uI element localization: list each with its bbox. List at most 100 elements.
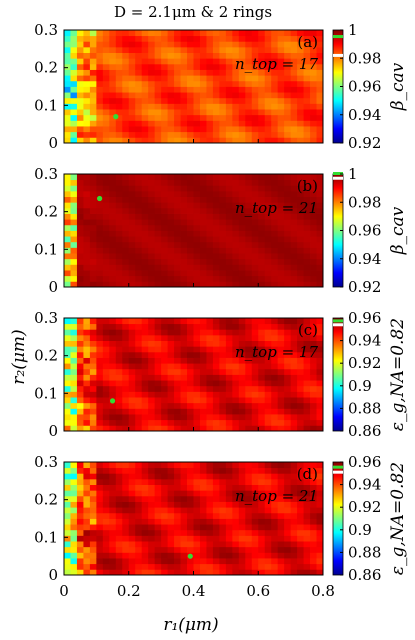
heatmap-cell — [89, 569, 97, 576]
heatmap-cell — [76, 323, 84, 330]
heatmap-cell — [128, 318, 136, 325]
heatmap-cell — [174, 174, 181, 181]
heatmap-cell — [64, 190, 71, 197]
heatmap-cell — [187, 247, 194, 254]
heatmap-cell — [232, 69, 240, 76]
heatmap-cell — [225, 75, 233, 82]
heatmap-cell — [212, 507, 220, 514]
heatmap-cell — [219, 224, 227, 231]
heatmap-cell — [83, 478, 91, 485]
heatmap-cell — [245, 501, 253, 508]
heatmap-cell — [180, 241, 188, 248]
heatmap-cell — [154, 126, 162, 133]
heatmap-cell — [167, 397, 175, 404]
heatmap-cell — [115, 563, 123, 570]
heatmap-cell — [271, 30, 279, 37]
heatmap-cell — [225, 374, 233, 381]
heatmap-cell — [232, 380, 240, 387]
heatmap-cell — [128, 241, 136, 248]
heatmap-cell — [154, 501, 162, 508]
heatmap-cell — [161, 236, 169, 243]
heatmap-cell — [199, 419, 207, 426]
heatmap-cell — [284, 318, 292, 325]
heatmap-cell — [122, 75, 130, 82]
heatmap-cell — [212, 52, 220, 59]
heatmap-cell — [154, 473, 162, 480]
heatmap-cell — [264, 507, 272, 514]
heatmap-cell — [277, 478, 285, 485]
heatmap-cell — [251, 524, 259, 531]
heatmap-cell — [271, 190, 279, 197]
heatmap-cell — [128, 541, 136, 548]
heatmap-cell — [180, 478, 188, 485]
heatmap-cell — [148, 109, 156, 116]
heatmap-cell — [297, 467, 304, 474]
heatmap-cell — [89, 202, 97, 209]
heatmap-cell — [284, 524, 292, 531]
heatmap-cell — [297, 368, 304, 375]
heatmap-cell — [212, 126, 220, 133]
heatmap-cell — [264, 374, 272, 381]
heatmap-cell — [290, 52, 298, 59]
heatmap-cell — [76, 247, 84, 254]
heatmap-cell — [154, 380, 162, 387]
heatmap-cell — [174, 357, 181, 364]
heatmap-cell — [83, 202, 91, 209]
heatmap-cell — [89, 473, 97, 480]
heatmap-cell — [148, 541, 156, 548]
heatmap-cell — [122, 179, 130, 186]
heatmap-cell — [271, 546, 279, 553]
heatmap-cell — [154, 264, 162, 271]
heatmap-cell — [271, 120, 279, 127]
heatmap-cell — [122, 467, 130, 474]
heatmap-cell — [122, 120, 130, 127]
heatmap-cell — [83, 340, 91, 347]
heatmap-cell — [310, 185, 317, 192]
heatmap-cell — [96, 253, 104, 260]
heatmap-cell — [174, 558, 181, 565]
heatmap-cell — [206, 241, 214, 248]
heatmap-cell — [141, 462, 149, 469]
heatmap-cell — [206, 402, 214, 409]
heatmap-cell — [271, 363, 279, 370]
heatmap-cell — [89, 258, 97, 265]
heatmap-cell — [122, 397, 130, 404]
heatmap-cell — [128, 202, 136, 209]
heatmap-cell — [180, 512, 188, 519]
heatmap-cell — [238, 340, 246, 347]
heatmap-cell — [83, 281, 91, 288]
heatmap-cell — [148, 63, 156, 70]
panel-annotation: n_top = 17 — [235, 55, 318, 73]
heatmap-cell — [212, 264, 220, 271]
heatmap-cell — [174, 419, 181, 426]
heatmap-cell — [174, 241, 181, 248]
heatmap-cell — [199, 207, 207, 214]
heatmap-cell — [161, 202, 169, 209]
heatmap-cell — [96, 114, 104, 121]
heatmap-cell — [96, 126, 104, 133]
heatmap-cell — [290, 120, 298, 127]
colorbar — [332, 317, 344, 432]
heatmap-cell — [212, 346, 220, 353]
heatmap-cell — [310, 425, 317, 432]
heatmap-cell — [297, 419, 304, 426]
heatmap-cell — [70, 402, 78, 409]
heatmap-cell — [238, 385, 246, 392]
heatmap-cell — [258, 507, 266, 514]
heatmap-cell — [167, 213, 175, 220]
heatmap-cell — [148, 391, 156, 398]
heatmap-cell — [115, 114, 123, 121]
heatmap-cell — [96, 131, 104, 138]
heatmap-cell — [225, 270, 233, 277]
heatmap-cell — [284, 408, 292, 415]
heatmap-cell — [310, 346, 317, 353]
heatmap-cell — [238, 207, 246, 214]
heatmap-cell — [167, 207, 175, 214]
heatmap-cell — [141, 185, 149, 192]
heatmap-cell — [148, 380, 156, 387]
heatmap-cell — [290, 236, 298, 243]
heatmap-cell — [154, 541, 162, 548]
heatmap-cell — [193, 512, 201, 519]
heatmap-cell — [89, 495, 97, 502]
